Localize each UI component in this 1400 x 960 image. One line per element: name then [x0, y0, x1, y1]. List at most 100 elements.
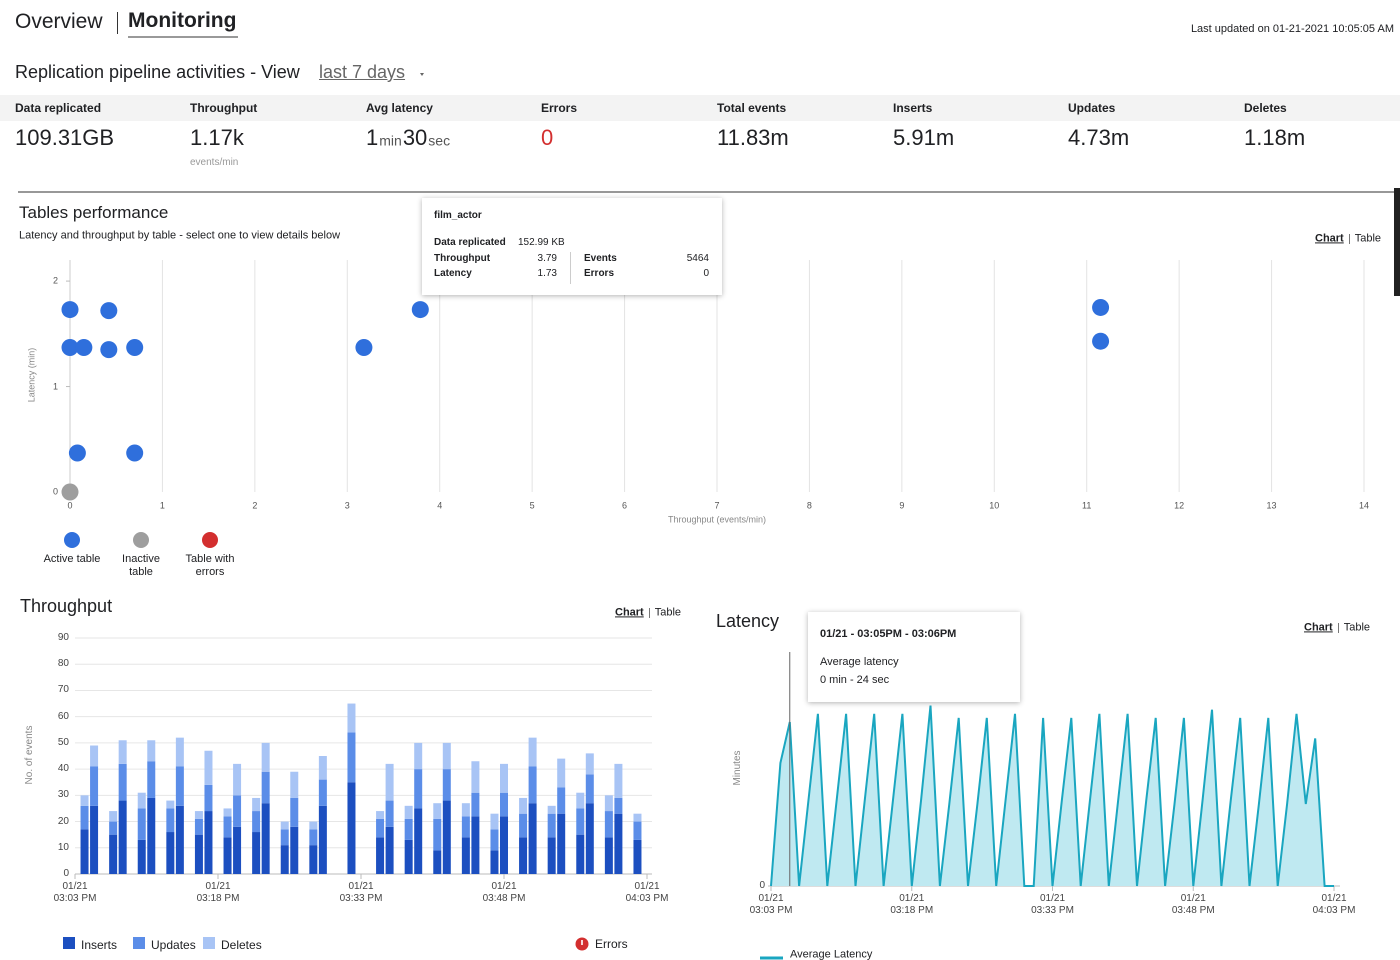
bar-segment [519, 813, 528, 838]
bar-segment [376, 811, 385, 819]
bar-segment [252, 797, 261, 812]
table-point [61, 483, 79, 501]
table-point [126, 444, 144, 462]
bar-segment [519, 797, 528, 814]
bar-segment [557, 813, 566, 874]
bar-segment [204, 750, 213, 785]
view-toggle[interactable]: Chart [1315, 232, 1344, 245]
bar-segment [175, 766, 184, 806]
bar-segment [490, 850, 499, 874]
stat-value: 0 [541, 124, 554, 150]
bar-segment [471, 816, 480, 874]
table-point [126, 339, 144, 357]
tab[interactable]: Monitoring [128, 9, 237, 32]
bar-segment [204, 811, 213, 874]
bar-segment [118, 763, 127, 801]
bar-segment [633, 839, 642, 874]
bar-segment [547, 813, 556, 838]
view-toggle[interactable]: Table [1343, 621, 1371, 634]
bar-segment [490, 813, 499, 830]
x-tick-label: 01/21 03:48 PM [482, 881, 526, 904]
bar-segment [261, 771, 270, 804]
bar-segment [261, 742, 270, 772]
x-tick-label: 8 [806, 500, 812, 511]
y-tick-label: 70 [57, 684, 69, 696]
bar-segment [166, 832, 175, 874]
view-toggle[interactable]: Chart [1304, 621, 1333, 634]
tooltip-label: Latency [434, 268, 472, 279]
legend-label: Active table [43, 553, 101, 565]
table-point [61, 339, 79, 357]
bar-segment [604, 795, 613, 812]
stat-unit: events/min [190, 157, 239, 168]
bar-segment [347, 732, 356, 783]
tooltip-value: 5464 [686, 253, 709, 264]
stat-label: Total events [717, 100, 787, 115]
view-toggle[interactable]: Table [654, 606, 682, 619]
period-dropdown[interactable]: last 7 days [319, 62, 406, 82]
tab[interactable]: Overview [15, 10, 103, 33]
bar-segment [471, 792, 480, 817]
view-toggle[interactable]: Chart [615, 606, 644, 619]
bar-segment [385, 826, 394, 874]
bar-segment [576, 834, 585, 874]
bar-segment [461, 803, 470, 817]
bar-segment [147, 740, 156, 762]
y-axis-label: Minutes [732, 750, 743, 786]
tooltip-value: 0 [703, 268, 709, 279]
y-axis-label: Latency (min) [26, 347, 37, 403]
bar-segment [252, 811, 261, 833]
legend-label: Errors [595, 936, 628, 951]
bar-segment [90, 745, 99, 767]
y-tick-label: 0 [63, 868, 69, 879]
legend-label: Updates [151, 937, 196, 952]
bar-segment [109, 821, 118, 835]
bar-segment [166, 808, 175, 833]
tooltip-label: Events [584, 253, 617, 264]
stat-unit: min [379, 132, 402, 149]
toggle-separator [648, 608, 650, 618]
stat-value: 4.73m [1068, 124, 1130, 150]
bar-segment [528, 737, 537, 767]
bar-segment [194, 811, 203, 819]
bar-segment [433, 818, 442, 851]
bar-segment [261, 803, 270, 874]
legend-label: Inactive table [122, 553, 160, 579]
y-tick-label: 1 [52, 381, 58, 392]
bar-segment [137, 839, 146, 874]
bar-segment [404, 818, 413, 840]
table-point [68, 444, 86, 462]
x-tick-label: 01/21 04:03 PM [625, 881, 669, 904]
bar-segment [347, 703, 356, 733]
legend-marker [64, 532, 80, 548]
bar-segment [557, 758, 566, 788]
x-tick-label: 4 [437, 500, 443, 511]
bar-segment [433, 850, 442, 874]
legend-marker [202, 532, 218, 548]
bar-segment [223, 837, 232, 874]
legend-marker [133, 532, 149, 548]
view-toggle[interactable]: Table [1354, 232, 1382, 245]
stat-unit: sec [428, 132, 451, 149]
tooltip-value: 3.79 [537, 253, 557, 264]
bar-segment [604, 837, 613, 874]
tooltip-title: 01/21 - 03:05PM - 03:06PM [820, 628, 957, 640]
bar-segment [194, 834, 203, 874]
bar-segment [175, 737, 184, 767]
tooltip-divider [570, 252, 571, 284]
bar-segment [547, 837, 556, 874]
stat-label: Updates [1068, 100, 1116, 115]
bar-segment [528, 766, 537, 804]
x-tick-label: 01/21 03:48 PM [1171, 893, 1215, 916]
bar-segment [309, 829, 318, 846]
x-tick-label: 01/21 03:03 PM [749, 893, 793, 916]
bar-segment [604, 811, 613, 838]
bar-segment [442, 769, 451, 801]
bar-segment [280, 829, 289, 846]
table-point [1092, 332, 1110, 350]
table-point [100, 302, 118, 320]
bar-segment [557, 787, 566, 814]
bar-segment [318, 779, 327, 806]
y-tick-label: 20 [57, 815, 69, 827]
